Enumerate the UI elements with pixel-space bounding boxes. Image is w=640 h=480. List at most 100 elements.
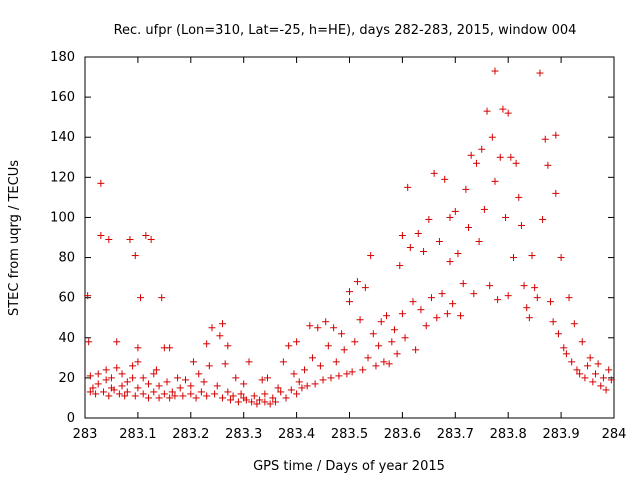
data-point bbox=[266, 400, 274, 408]
data-point bbox=[552, 131, 560, 139]
data-point bbox=[332, 358, 340, 366]
data-point bbox=[245, 358, 253, 366]
data-point bbox=[306, 322, 314, 330]
data-point bbox=[113, 364, 121, 372]
x-tick-label: 283.8 bbox=[490, 427, 527, 442]
data-point bbox=[356, 316, 364, 324]
data-point bbox=[435, 238, 443, 246]
data-point bbox=[486, 282, 494, 290]
data-point bbox=[147, 236, 155, 244]
data-point bbox=[107, 374, 115, 382]
data-point bbox=[385, 360, 393, 368]
data-point bbox=[110, 386, 118, 394]
data-point bbox=[115, 390, 123, 398]
data-point bbox=[261, 390, 269, 398]
data-point bbox=[314, 324, 322, 332]
data-point bbox=[573, 366, 581, 374]
data-point bbox=[353, 278, 361, 286]
data-point bbox=[509, 254, 517, 262]
data-point bbox=[502, 213, 510, 221]
data-point bbox=[232, 374, 240, 382]
data-point bbox=[594, 360, 602, 368]
data-point bbox=[277, 388, 285, 396]
data-point bbox=[150, 370, 158, 378]
data-point bbox=[507, 153, 515, 161]
data-point bbox=[293, 338, 301, 346]
data-point bbox=[494, 296, 502, 304]
chart-title: Rec. ufpr (Lon=310, Lat=-25, h=HE), days… bbox=[114, 23, 577, 38]
data-point bbox=[523, 304, 531, 312]
data-point bbox=[274, 384, 282, 392]
data-point bbox=[158, 294, 166, 302]
data-point bbox=[552, 189, 560, 197]
data-point bbox=[364, 354, 372, 362]
data-point bbox=[446, 213, 454, 221]
data-point bbox=[359, 366, 367, 374]
x-tick-label: 283.1 bbox=[119, 427, 156, 442]
data-point bbox=[285, 342, 293, 350]
data-point bbox=[102, 366, 110, 374]
y-tick-label: 120 bbox=[50, 170, 75, 185]
data-point bbox=[229, 392, 237, 400]
data-point bbox=[533, 294, 541, 302]
data-point bbox=[457, 312, 465, 320]
data-point bbox=[496, 153, 504, 161]
data-point bbox=[446, 258, 454, 266]
data-point bbox=[279, 358, 287, 366]
data-point bbox=[176, 384, 184, 392]
data-point bbox=[139, 374, 147, 382]
data-point bbox=[131, 392, 139, 400]
data-point bbox=[472, 159, 480, 167]
data-point bbox=[554, 330, 562, 338]
data-point bbox=[192, 394, 200, 402]
data-point bbox=[483, 107, 491, 115]
data-point bbox=[491, 177, 499, 185]
data-point bbox=[85, 338, 93, 346]
data-point bbox=[549, 318, 557, 326]
data-point bbox=[100, 388, 108, 396]
data-point bbox=[591, 370, 599, 378]
data-point bbox=[578, 338, 586, 346]
data-point bbox=[324, 342, 332, 350]
data-point bbox=[335, 372, 343, 380]
data-point bbox=[97, 231, 105, 239]
data-point bbox=[383, 312, 391, 320]
data-point bbox=[150, 388, 158, 396]
data-point bbox=[367, 252, 375, 260]
data-point bbox=[398, 231, 406, 239]
data-point bbox=[465, 223, 473, 231]
data-point bbox=[340, 346, 348, 354]
data-point bbox=[271, 398, 279, 406]
data-point bbox=[293, 390, 301, 398]
data-point bbox=[155, 382, 163, 390]
data-point bbox=[393, 350, 401, 358]
data-point bbox=[123, 378, 131, 386]
data-point bbox=[234, 398, 242, 406]
data-point bbox=[166, 394, 174, 402]
data-point bbox=[372, 362, 380, 370]
data-point bbox=[250, 392, 258, 400]
data-point bbox=[189, 358, 197, 366]
data-point bbox=[182, 376, 190, 384]
data-point bbox=[168, 388, 176, 396]
data-point bbox=[412, 346, 420, 354]
data-point bbox=[499, 105, 507, 113]
y-tick-label: 140 bbox=[50, 130, 75, 145]
y-axis: 0 20 40 60 80 100 120 140 160 180 bbox=[50, 50, 614, 426]
data-point bbox=[520, 282, 528, 290]
data-point bbox=[121, 392, 129, 400]
data-point bbox=[438, 290, 446, 298]
data-point bbox=[258, 376, 266, 384]
y-tick-label: 80 bbox=[58, 251, 75, 266]
x-tick-label: 283.3 bbox=[225, 427, 262, 442]
data-point bbox=[311, 380, 319, 388]
data-point bbox=[449, 300, 457, 308]
data-point bbox=[475, 238, 483, 246]
data-point bbox=[137, 294, 145, 302]
data-point bbox=[607, 376, 615, 384]
data-point bbox=[134, 384, 142, 392]
data-point bbox=[531, 284, 539, 292]
data-point bbox=[589, 378, 597, 386]
x-tick-label: 283 bbox=[73, 427, 98, 442]
